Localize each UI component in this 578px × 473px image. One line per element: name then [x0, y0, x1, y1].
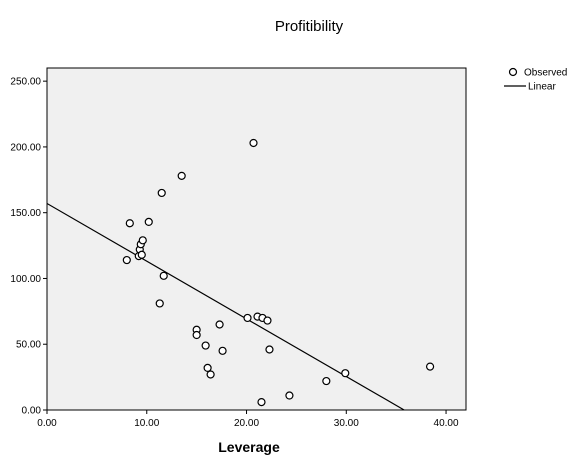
- y-tick-label: 50.00: [16, 340, 41, 351]
- observed-point: [122, 255, 131, 265]
- y-tick-label: 250.00: [10, 77, 41, 88]
- x-axis: 0.00 10.00 20.00 30.00 40.00: [37, 410, 459, 429]
- x-tick-label: 40.00: [434, 418, 459, 429]
- y-tick-label: 0.00: [22, 406, 42, 417]
- observed-point: [157, 188, 166, 198]
- observed-point: [177, 171, 186, 180]
- legend-label: Observed: [524, 68, 567, 79]
- observed-point: [265, 345, 274, 354]
- observed-point: [203, 363, 212, 373]
- series-layer: [47, 138, 435, 410]
- observed-point: [159, 271, 168, 280]
- y-tick-label: 150.00: [10, 208, 41, 219]
- x-tick-label: 20.00: [234, 418, 259, 429]
- x-tick-label: 0.00: [37, 418, 57, 429]
- observed-point: [218, 346, 227, 355]
- x-axis-label: Leverage: [218, 439, 280, 455]
- observed-point: [192, 330, 201, 340]
- y-axis: 0.00 50.00 100.00 150.00 200.00 250.00: [10, 77, 47, 417]
- observed-point: [341, 369, 350, 378]
- observed-point: [125, 219, 134, 228]
- x-tick-label: 10.00: [134, 418, 159, 429]
- observed-point: [257, 398, 266, 407]
- plot-area: [46, 67, 467, 411]
- observed-point: [155, 299, 164, 308]
- observed-point: [425, 362, 435, 371]
- observed-point: [243, 313, 252, 323]
- observed-point: [285, 391, 294, 400]
- observed-point: [201, 341, 210, 350]
- observed-point: [249, 138, 258, 148]
- legend-observed-marker: [508, 67, 518, 77]
- chart-title: Profitibility: [275, 18, 344, 35]
- observed-point: [206, 370, 215, 379]
- y-tick-label: 200.00: [10, 142, 41, 153]
- observed-point: [144, 217, 153, 226]
- observed-point: [322, 376, 331, 386]
- observed-point: [263, 316, 272, 325]
- observed-point: [215, 320, 224, 329]
- observed-point: [137, 250, 146, 259]
- observed-point: [138, 236, 147, 245]
- x-tick-label: 30.00: [334, 418, 359, 429]
- legend-label: Linear: [528, 82, 556, 93]
- legend: Observed Linear: [504, 68, 567, 93]
- y-tick-label: 100.00: [10, 274, 41, 285]
